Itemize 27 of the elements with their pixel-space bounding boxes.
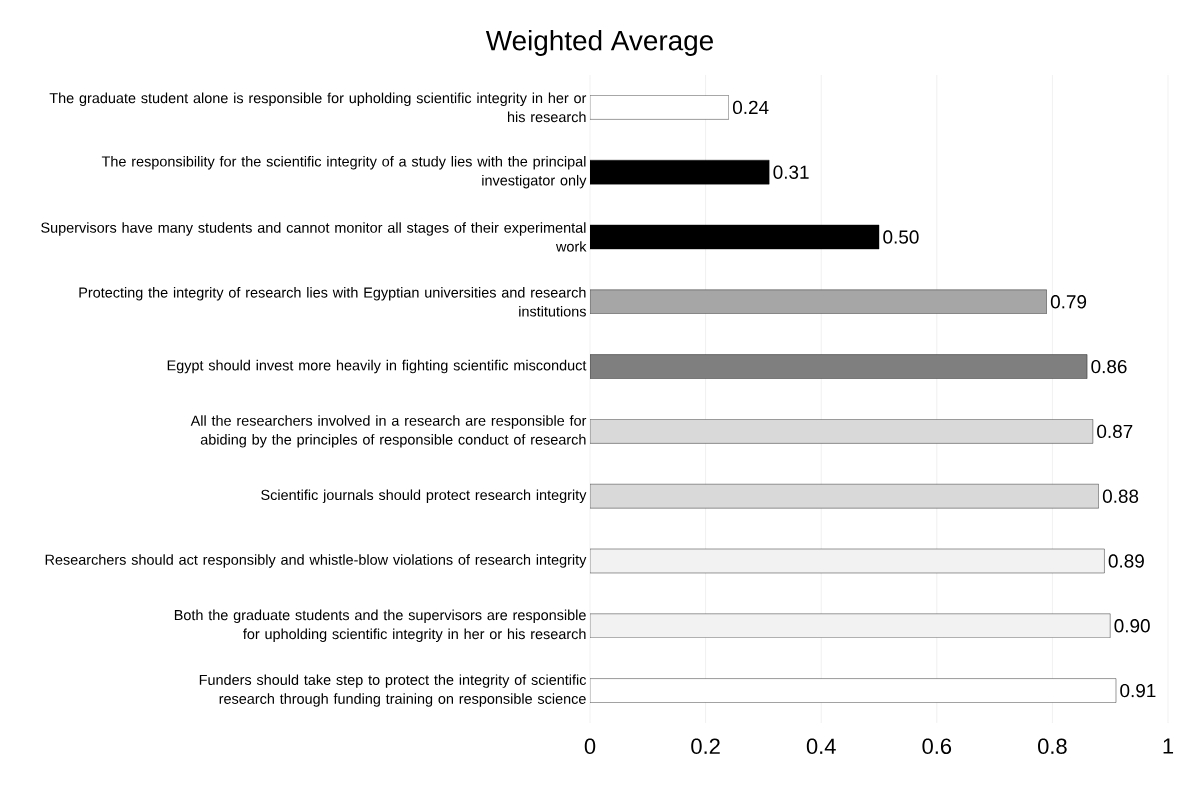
data-label: 0.79 bbox=[1050, 295, 1087, 309]
data-label: 0.88 bbox=[1102, 489, 1139, 503]
y-tick-label: Egypt should invest more heavily in fighting scientific misconduct bbox=[167, 359, 587, 374]
data-label: 0.86 bbox=[1091, 359, 1127, 374]
x-tick-label: 0.2 bbox=[691, 738, 720, 755]
y-tick-label: Funders should take step to protect the integrity of scientific research through funding training on responsible science bbox=[199, 674, 587, 707]
y-tick-label: All the researchers involved in a research are responsible for abiding by the principles of responsible conduct of research bbox=[190, 415, 587, 448]
data-label: 0.31 bbox=[773, 165, 809, 179]
y-tick-label: The graduate student alone is responsible for upholding scientific integrity in her or his research bbox=[49, 92, 587, 123]
x-tick-label: 1 bbox=[1163, 738, 1174, 754]
y-tick-label: Both the graduate students and the supervisors are responsible for upholding scientific integrity in her or his research bbox=[174, 609, 586, 642]
data-label: 0.87 bbox=[1097, 424, 1133, 439]
x-tick-label: 0.6 bbox=[922, 738, 952, 755]
y-tick-label: The responsibility for the scientific integrity of a study lies with the principal investigator only bbox=[101, 155, 587, 189]
chart-title: Weighted Average bbox=[485, 30, 713, 56]
data-label: 0.50 bbox=[883, 230, 919, 244]
y-tick-label: Protecting the integrity of research lies with Egyptian universities and research institutions bbox=[79, 287, 586, 317]
x-tick-label: 0.4 bbox=[806, 738, 836, 755]
data-label: 0.24 bbox=[732, 100, 769, 115]
data-label: 0.90 bbox=[1114, 619, 1150, 633]
x-tick-label: 0.8 bbox=[1038, 738, 1067, 755]
y-tick-label: Researchers should act responsibly and whistle-blow violations of research integrity bbox=[45, 554, 587, 568]
data-label: 0.91 bbox=[1120, 683, 1156, 698]
x-tick-label: 0 bbox=[584, 738, 596, 755]
y-tick-label: Scientific journals should protect research integrity bbox=[261, 489, 587, 503]
y-tick-label: Supervisors have many students and cannot monitor all stages of their experimental work bbox=[41, 222, 587, 252]
data-label: 0.89 bbox=[1108, 554, 1144, 568]
